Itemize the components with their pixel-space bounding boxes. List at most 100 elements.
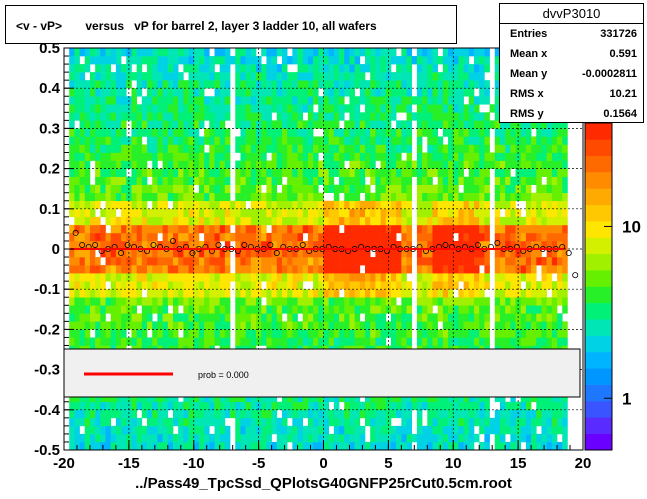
heatmap-cell [422,88,428,97]
heatmap-cell [416,265,423,274]
heatmap-cell [546,393,553,403]
heatmap-cell [401,184,407,194]
heatmap-cell [365,56,371,65]
heatmap-cell [365,168,371,177]
heatmap-cell [188,80,195,89]
heatmap-cell [323,176,329,185]
heatmap-cell [193,297,200,306]
heatmap-cell [453,425,459,435]
palette-frame [584,122,613,451]
heatmap-cell [198,409,205,419]
heatmap-cell [479,208,485,218]
heatmap-cell [551,200,558,210]
heatmap-cell [313,200,319,210]
heatmap-cell [89,96,96,105]
heatmap-cell [302,128,309,137]
heatmap-cell [557,425,563,435]
heatmap-cell [453,249,459,258]
heatmap-cell [313,120,319,129]
heatmap-cell [100,337,106,346]
heatmap-cell [115,305,122,314]
heatmap-cell [463,433,470,443]
heatmap-cell [520,144,527,153]
heatmap-cell [287,208,293,218]
heatmap-cell [468,393,475,403]
heatmap-cell [505,409,511,419]
heatmap-cell [261,144,267,153]
heatmap-cell [245,168,252,177]
heatmap-cell [380,176,387,185]
heatmap-cell [292,409,298,419]
heatmap-cell [245,72,252,81]
heatmap-cell [401,160,407,169]
heatmap-cell [100,168,106,177]
heatmap-cell [84,281,91,290]
heatmap-cell [266,80,272,89]
heatmap-cell [84,208,91,218]
heatmap-cell [479,249,485,258]
heatmap-cell [271,216,278,226]
heatmap-cell [432,72,438,81]
heatmap-cell [448,216,454,226]
heatmap-cell [204,152,210,161]
heatmap-cell [453,200,459,210]
heatmap-cell [463,128,470,137]
heatmap-cell [479,257,485,266]
heatmap-cell [307,200,314,210]
heatmap-cell [479,72,485,81]
heatmap-cell [89,216,96,226]
heatmap-cell [79,305,86,314]
heatmap-cell [448,184,454,194]
heatmap-cell [131,144,137,153]
heatmap-cell [494,409,501,419]
heatmap-cell [79,96,86,105]
heatmap-cell [188,224,195,234]
heatmap-cell [427,297,433,306]
heatmap-cell [375,128,381,137]
heatmap-cell [479,80,485,89]
heatmap-cell [121,112,127,121]
heatmap-cell [110,265,117,274]
heatmap-cell [557,337,563,346]
heatmap-cell [297,281,304,290]
heatmap-cell [157,200,163,210]
heatmap-cell [318,176,324,185]
heatmap-cell [307,128,314,137]
heatmap-cell [531,208,537,218]
heatmap-cell [250,200,257,210]
heatmap-cell [147,433,153,443]
heatmap-cell [375,96,381,105]
heatmap-cell [297,232,304,242]
heatmap-cell [74,433,80,443]
heatmap-cell [162,176,169,185]
heatmap-cell [172,249,179,258]
heatmap-cell [323,144,329,153]
heatmap-cell [100,88,106,97]
heatmap-cell [494,64,501,73]
heatmap-cell [235,192,241,202]
heatmap-cell [188,168,195,177]
heatmap-cell [328,441,335,451]
heatmap-cell [183,56,189,65]
heatmap-cell [157,401,163,411]
heatmap-cell [396,240,402,250]
heatmap-cell [468,72,475,81]
heatmap-cell [328,64,335,73]
heatmap-cell [250,56,257,65]
heatmap-cell [209,72,215,81]
heatmap-cell [198,168,205,177]
heatmap-cell [307,120,314,129]
heatmap-cell [432,281,438,290]
heatmap-cell [313,337,319,346]
heatmap-cell [307,56,314,65]
heatmap-cell [458,152,464,161]
palette-bin [585,302,612,320]
heatmap-cell [183,88,189,97]
heatmap-cell [328,417,335,427]
heatmap-cell [136,152,143,161]
heatmap-cell [141,160,148,169]
heatmap-cell [105,265,112,274]
heatmap-cell [266,176,272,185]
heatmap-cell [484,297,490,306]
heatmap-cell [536,184,542,194]
